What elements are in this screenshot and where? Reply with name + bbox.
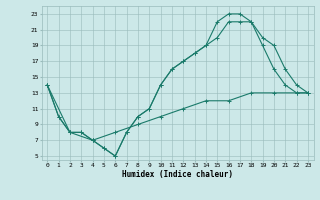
X-axis label: Humidex (Indice chaleur): Humidex (Indice chaleur) — [122, 170, 233, 179]
